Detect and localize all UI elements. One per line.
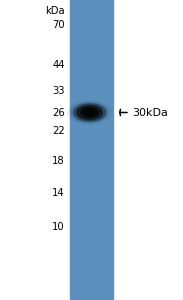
Ellipse shape [68, 101, 111, 124]
Text: 44: 44 [53, 59, 65, 70]
Text: 26: 26 [52, 107, 65, 118]
Text: 33: 33 [53, 86, 65, 97]
Ellipse shape [81, 108, 98, 117]
Ellipse shape [85, 110, 94, 115]
Text: 70: 70 [52, 20, 65, 31]
Text: 10: 10 [52, 221, 65, 232]
Ellipse shape [74, 104, 106, 121]
Ellipse shape [71, 103, 108, 122]
Text: 18: 18 [52, 155, 65, 166]
Bar [70, 0, 113, 300]
Ellipse shape [77, 106, 102, 119]
Text: 14: 14 [52, 188, 65, 199]
Text: kDa: kDa [45, 5, 65, 16]
Text: 30kDa: 30kDa [133, 107, 169, 118]
Text: 22: 22 [52, 125, 65, 136]
